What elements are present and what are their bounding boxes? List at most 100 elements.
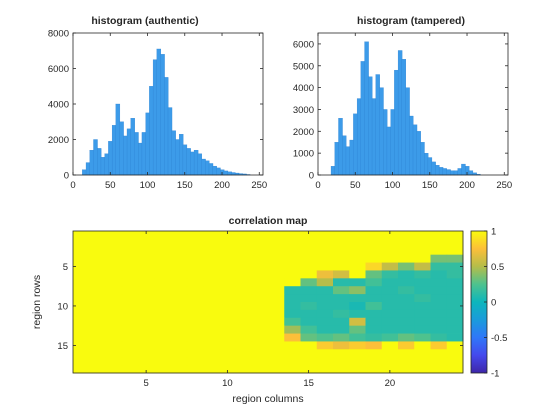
heatmap-cell xyxy=(138,325,155,334)
x-tick-label: 100 xyxy=(140,180,156,191)
histogram-bar xyxy=(345,146,351,176)
heatmap-cell xyxy=(203,302,220,311)
heatmap-cell xyxy=(251,302,269,311)
heatmap-cell xyxy=(235,231,253,240)
heatmap-cell xyxy=(398,309,415,319)
heatmap-cell xyxy=(89,286,106,295)
heatmap-cell xyxy=(89,341,106,350)
heatmap-cell xyxy=(268,231,285,240)
histogram-bar xyxy=(123,135,128,176)
y-tick-label: 10 xyxy=(57,301,68,312)
heatmap-cell xyxy=(170,309,188,319)
heatmap-cell xyxy=(105,357,123,366)
heatmap-cell xyxy=(219,365,236,374)
heatmap-cell xyxy=(414,341,431,350)
heatmap-cell xyxy=(381,349,399,358)
heatmap-cell xyxy=(430,309,448,319)
heatmap-cell xyxy=(251,262,269,271)
histogram-bar xyxy=(360,61,366,176)
heatmap-cell xyxy=(284,246,301,256)
heatmap-cell xyxy=(365,357,383,366)
heatmap-cell xyxy=(138,357,155,366)
heatmap-cell xyxy=(365,262,383,271)
heatmap-cell xyxy=(414,294,431,303)
heatmap-cell xyxy=(365,278,383,287)
heatmap-cell xyxy=(430,286,448,295)
histogram-bar xyxy=(182,144,188,176)
heatmap-cell xyxy=(219,333,236,342)
heatmap-cell xyxy=(73,302,90,311)
heatmap-cell xyxy=(73,262,90,271)
histogram-bar xyxy=(171,130,176,176)
heatmap-cell xyxy=(154,254,171,263)
heatmap-cell xyxy=(73,254,90,263)
y-tick-label: 0 xyxy=(309,171,314,182)
heatmap-cell xyxy=(121,270,139,279)
histogram-bar xyxy=(461,163,466,176)
histogram-bar xyxy=(119,121,124,176)
heatmap-cell xyxy=(381,333,399,342)
histogram-bar xyxy=(468,170,474,176)
heatmap-cell xyxy=(73,341,90,350)
histogram-bar xyxy=(349,139,354,176)
heatmap-cell xyxy=(300,246,318,256)
heatmap-cell xyxy=(138,309,155,319)
heatmap-cell xyxy=(170,278,188,287)
heatmap-cell xyxy=(219,270,236,279)
heatmap-cell xyxy=(219,262,236,271)
heatmap-cell xyxy=(349,270,366,279)
heatmap-cell xyxy=(398,325,415,334)
heatmap-cell xyxy=(414,270,431,279)
correlation-map-frame xyxy=(72,230,464,374)
heatmap-cell xyxy=(235,286,253,295)
heatmap-cell xyxy=(365,349,383,358)
heatmap-cell xyxy=(300,270,318,279)
heatmap-cell xyxy=(203,238,220,248)
heatmap-cell xyxy=(284,278,301,287)
heatmap-cell xyxy=(251,254,269,263)
heatmap-cell xyxy=(300,325,318,334)
x-tick-label: 100 xyxy=(385,180,401,191)
heatmap-cell xyxy=(73,365,90,374)
heatmap-cell xyxy=(89,254,106,263)
correlation-map-title: correlation map xyxy=(229,215,308,227)
heatmap-cell xyxy=(203,325,220,334)
heatmap-cell xyxy=(186,317,204,327)
heatmap-cell xyxy=(170,365,188,374)
heatmap-cell xyxy=(219,231,236,240)
heatmap-cell xyxy=(219,349,236,358)
heatmap-cell xyxy=(446,317,464,327)
heatmap-cell xyxy=(138,341,155,350)
heatmap-cell xyxy=(170,341,188,350)
heatmap-cell xyxy=(398,294,415,303)
heatmap-cell xyxy=(349,302,366,311)
heatmap-cell xyxy=(398,254,415,263)
heatmap-cell xyxy=(89,325,106,334)
heatmap-cell xyxy=(414,309,431,319)
y-tick-label: 1000 xyxy=(293,149,314,160)
heatmap-cell xyxy=(154,349,171,358)
heatmap-cell xyxy=(333,278,350,287)
heatmap-cell xyxy=(316,270,334,279)
heatmap-cell xyxy=(154,246,171,256)
heatmap-cell xyxy=(333,317,350,327)
heatmap-cell xyxy=(105,317,123,327)
heatmap-cell xyxy=(121,286,139,295)
heatmap-cell xyxy=(121,333,139,342)
heatmap-cell xyxy=(89,231,106,240)
heatmap-cell xyxy=(105,302,123,311)
heatmap-cell xyxy=(430,270,448,279)
y-tick-label: 5000 xyxy=(293,61,314,72)
heatmap-cell xyxy=(381,365,399,374)
histogram-bar xyxy=(160,54,165,176)
histogram-bar xyxy=(446,169,451,176)
heatmap-cell xyxy=(203,278,220,287)
heatmap-cell xyxy=(446,262,464,271)
heatmap-cell xyxy=(365,246,383,256)
x-tick-label: 200 xyxy=(459,180,475,191)
heatmap-cell xyxy=(414,254,431,263)
heatmap-cell xyxy=(170,325,188,334)
heatmap-cell xyxy=(414,325,431,334)
histogram-bar xyxy=(453,170,459,176)
heatmap-cell xyxy=(316,294,334,303)
